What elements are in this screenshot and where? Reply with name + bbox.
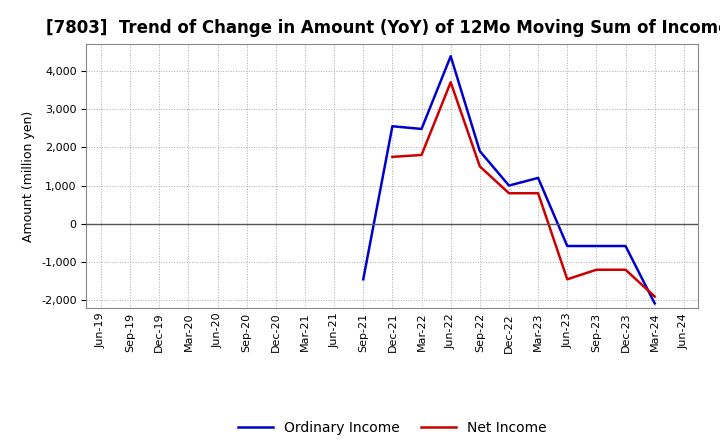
- Net Income: [446, 80, 455, 85]
- Y-axis label: Amount (million yen): Amount (million yen): [22, 110, 35, 242]
- Legend: Ordinary Income, Net Income: Ordinary Income, Net Income: [233, 415, 552, 440]
- Line: Net Income: Net Income: [392, 82, 654, 297]
- Ordinary Income: [388, 124, 397, 129]
- Net Income: [534, 191, 542, 196]
- Ordinary Income: [534, 175, 542, 180]
- Title: [7803]  Trend of Change in Amount (YoY) of 12Mo Moving Sum of Incomes: [7803] Trend of Change in Amount (YoY) o…: [45, 19, 720, 37]
- Ordinary Income: [592, 243, 600, 249]
- Net Income: [505, 191, 513, 196]
- Ordinary Income: [505, 183, 513, 188]
- Ordinary Income: [417, 126, 426, 132]
- Net Income: [650, 294, 659, 299]
- Net Income: [417, 152, 426, 158]
- Net Income: [563, 277, 572, 282]
- Net Income: [621, 267, 630, 272]
- Ordinary Income: [475, 148, 484, 154]
- Line: Ordinary Income: Ordinary Income: [364, 56, 654, 304]
- Net Income: [592, 267, 600, 272]
- Net Income: [475, 164, 484, 169]
- Ordinary Income: [563, 243, 572, 249]
- Ordinary Income: [650, 301, 659, 306]
- Ordinary Income: [359, 277, 368, 282]
- Ordinary Income: [446, 54, 455, 59]
- Ordinary Income: [621, 243, 630, 249]
- Net Income: [388, 154, 397, 160]
